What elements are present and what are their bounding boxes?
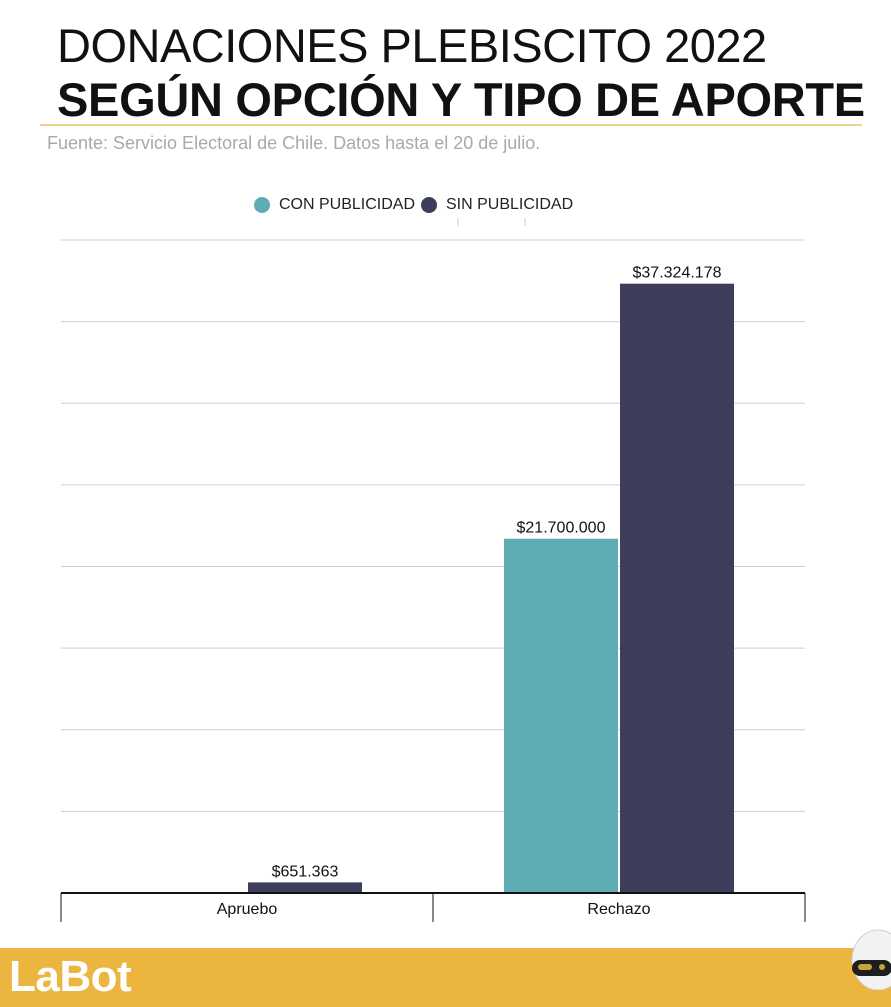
- legend-label-sin-publicidad: SIN PUBLICIDAD: [446, 196, 574, 213]
- brand-logo: LaBot: [9, 952, 132, 1001]
- footer-bar: LaBot: [0, 929, 891, 1007]
- title-divider: [40, 124, 862, 126]
- bar-apruebo-sin: [248, 882, 362, 893]
- bar-rechazo-sin: [620, 283, 734, 893]
- legend-swatch-sin-publicidad: [421, 197, 437, 213]
- chart-title-line1: DONACIONES PLEBISCITO 2022: [57, 19, 767, 72]
- data-label: $21.700.000: [517, 520, 606, 537]
- bar-rechazo-con: [504, 538, 618, 893]
- legend-label-con-publicidad: CON PUBLICIDAD: [279, 196, 416, 213]
- legend-item-con-publicidad: CON PUBLICIDAD: [254, 196, 415, 214]
- chart-title-line2: SEGÚN OPCIÓN Y TIPO DE APORTE: [57, 73, 865, 126]
- legend-item-sin-publicidad: SIN PUBLICIDAD: [421, 196, 573, 214]
- legend-swatch-con-publicidad: [254, 197, 270, 213]
- source-note: Fuente: Servicio Electoral de Chile. Dat…: [47, 133, 541, 153]
- data-label: $651.363: [272, 863, 339, 880]
- category-label-apruebo: Apruebo: [217, 901, 278, 918]
- category-label-rechazo: Rechazo: [587, 901, 650, 918]
- bar-chart: $651.363 Apruebo $21.700.000 $37.324.178 Rec…: [60, 218, 806, 922]
- robot-head-icon: [851, 929, 891, 990]
- legend: CON PUBLICIDAD SIN PUBLICIDAD: [0, 196, 891, 218]
- data-label: $37.324.178: [633, 265, 722, 282]
